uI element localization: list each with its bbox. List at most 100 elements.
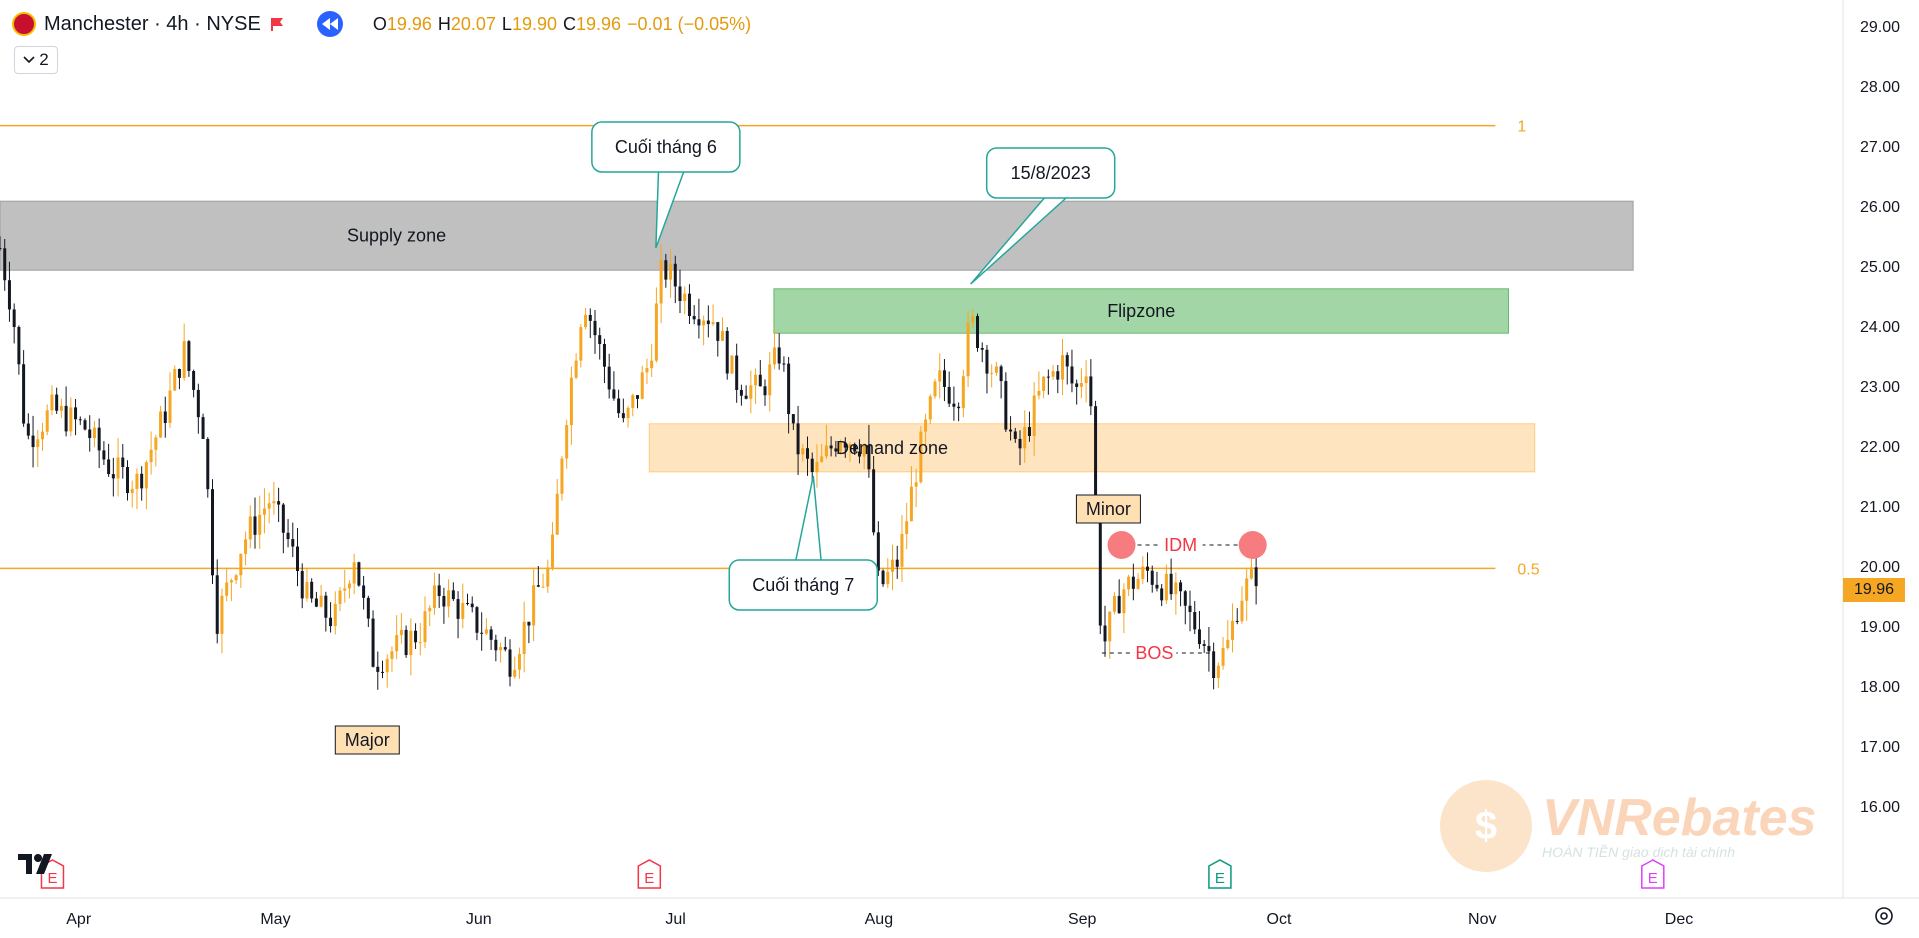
callout-text: 15/8/2023 [1011, 163, 1091, 183]
candle-body [432, 585, 436, 608]
candle-body [36, 439, 40, 448]
flag-icon[interactable] [269, 16, 285, 32]
high-value: 20.07 [450, 13, 496, 34]
y-tick-label: 24.00 [1860, 319, 1900, 336]
candle-body [1136, 579, 1140, 589]
candle-body [980, 348, 984, 350]
candle-body [1127, 576, 1131, 590]
y-tick-label: 17.00 [1860, 739, 1900, 756]
candle-body [862, 444, 866, 457]
earnings-label: E [47, 870, 57, 887]
candle-body [640, 372, 644, 399]
tradingview-logo-icon[interactable] [18, 852, 64, 878]
candle-body [777, 347, 781, 364]
interval-label[interactable]: 4h [166, 12, 189, 35]
candle-body [64, 405, 68, 432]
candle-body [442, 595, 446, 607]
y-tick-label: 27.00 [1860, 139, 1900, 156]
replay-icon[interactable] [316, 11, 343, 37]
candle-body [201, 417, 205, 439]
candle-body [206, 438, 210, 490]
candle-body [1221, 647, 1225, 666]
exchange-label: NYSE [206, 12, 261, 35]
candle-body [324, 595, 328, 618]
candle-body [1009, 429, 1013, 432]
candle-body [824, 445, 828, 457]
watermark: $ VNRebates HOÀN TIỀN giao dịch tài chín… [1440, 780, 1817, 872]
x-tick-label: May [260, 911, 290, 928]
candle-body [1027, 426, 1031, 436]
candle-body [650, 360, 654, 369]
candle-body [281, 504, 285, 533]
x-tick-label: Dec [1665, 911, 1693, 928]
callout-box [591, 121, 741, 173]
candle-body [574, 360, 578, 378]
candle-body [107, 459, 111, 475]
candle-body [7, 280, 11, 310]
candle-body [277, 501, 281, 505]
y-tick-label: 20.00 [1860, 559, 1900, 576]
x-tick-label: Oct [1267, 911, 1292, 928]
candle-body [92, 427, 96, 439]
candle-body [1018, 438, 1022, 449]
zone-demand-zone [648, 423, 1536, 473]
callout-pointer [655, 171, 685, 249]
callout-pointer [795, 475, 822, 561]
candle-body [102, 450, 106, 460]
candle-body [820, 456, 824, 462]
candle-body [69, 407, 73, 432]
y-tick-label: 18.00 [1860, 679, 1900, 696]
symbol-name[interactable]: Manchester [44, 12, 149, 35]
candle-body [1174, 582, 1178, 595]
earnings-icon [1208, 859, 1232, 889]
candle-body [414, 630, 418, 643]
settings-gear-icon[interactable] [1872, 904, 1896, 928]
candle-body [683, 293, 687, 302]
change-value: −0.01 (−0.05%) [627, 13, 752, 34]
candle-body [536, 585, 540, 587]
candle-body [423, 611, 427, 643]
watermark-brand: VNRebates [1542, 789, 1817, 847]
candle-body [659, 260, 663, 304]
candle-body [404, 629, 408, 656]
candle-body [211, 489, 215, 576]
candle-body [1089, 376, 1093, 407]
club-logo-icon[interactable] [12, 12, 36, 36]
candle-body [806, 448, 810, 459]
candle-body [692, 316, 696, 320]
candle-body [1056, 371, 1060, 380]
candle-body [1051, 371, 1055, 377]
candle-body [924, 419, 928, 432]
candle-body [83, 420, 87, 430]
candle-body [853, 444, 857, 452]
candle-body [735, 355, 739, 390]
candle-body [310, 581, 314, 599]
candle-body [1023, 426, 1027, 449]
indicators-toggle-button[interactable]: 2 [14, 46, 58, 74]
label-bg [1158, 532, 1203, 556]
candle-body [961, 376, 965, 409]
candle-body [702, 320, 706, 326]
candle-body [376, 666, 380, 672]
candle-body [579, 327, 583, 361]
candle-body [881, 570, 885, 585]
symbol-title[interactable]: Manchester · 4h · NYSE [44, 13, 261, 36]
y-tick-label: 19.00 [1860, 619, 1900, 636]
chevron-down-icon [23, 56, 35, 64]
y-tick-label: 21.00 [1860, 499, 1900, 516]
candle-body [834, 448, 838, 452]
candle-body [329, 617, 333, 627]
earnings-icon [40, 859, 65, 889]
candle-body [503, 647, 507, 650]
candle-body [371, 618, 375, 667]
structure-label: Minor [1086, 499, 1131, 519]
candle-body [484, 629, 488, 634]
candle-body [976, 316, 980, 349]
candle-body [121, 457, 125, 467]
candle-body [791, 414, 795, 424]
candle-body [338, 590, 342, 604]
candle-body [22, 364, 26, 424]
last-price-tag: 19.96 [1843, 578, 1905, 602]
candle-body [1146, 566, 1150, 571]
